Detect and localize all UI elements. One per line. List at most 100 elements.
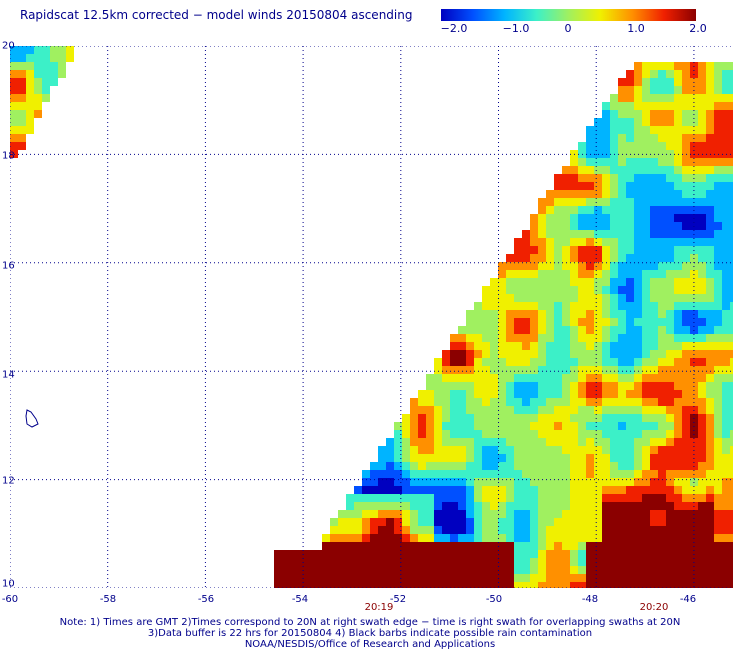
- wind-difference-cell: [538, 566, 546, 574]
- wind-difference-cell: [562, 398, 570, 406]
- wind-difference-cell: [706, 326, 714, 334]
- wind-difference-cell: [386, 574, 394, 582]
- wind-difference-cell: [698, 462, 706, 470]
- wind-difference-cell: [442, 542, 450, 550]
- wind-difference-cell: [674, 558, 682, 566]
- wind-difference-cell: [522, 406, 530, 414]
- wind-difference-cell: [658, 294, 666, 302]
- wind-difference-cell: [514, 366, 522, 374]
- wind-difference-cell: [682, 390, 690, 398]
- wind-difference-cell: [562, 190, 570, 198]
- wind-difference-cell: [666, 118, 674, 126]
- wind-difference-cell: [642, 542, 650, 550]
- wind-difference-cell: [706, 406, 714, 414]
- wind-difference-cell: [522, 534, 530, 542]
- wind-difference-cell: [626, 542, 634, 550]
- wind-difference-cell: [594, 518, 602, 526]
- wind-difference-cell: [626, 518, 634, 526]
- wind-difference-cell: [482, 494, 490, 502]
- wind-difference-cell: [402, 446, 410, 454]
- wind-difference-cell: [554, 390, 562, 398]
- wind-difference-cell: [426, 526, 434, 534]
- wind-difference-cell: [522, 262, 530, 270]
- wind-difference-cell: [498, 270, 506, 278]
- wind-difference-cell: [602, 286, 610, 294]
- wind-difference-cell: [586, 398, 594, 406]
- wind-difference-cell: [722, 526, 730, 534]
- wind-difference-cell: [594, 310, 602, 318]
- wind-difference-cell: [290, 574, 298, 582]
- wind-difference-cell: [682, 302, 690, 310]
- wind-difference-cell: [474, 558, 482, 566]
- wind-difference-cell: [674, 574, 682, 582]
- wind-difference-cell: [626, 110, 634, 118]
- wind-difference-cell: [730, 262, 733, 270]
- wind-difference-cell: [714, 374, 722, 382]
- wind-difference-cell: [450, 582, 458, 588]
- wind-difference-cell: [698, 510, 706, 518]
- wind-difference-cell: [626, 358, 634, 366]
- wind-difference-cell: [642, 126, 650, 134]
- wind-difference-cell: [546, 366, 554, 374]
- wind-difference-cell: [714, 534, 722, 542]
- wind-difference-cell: [674, 390, 682, 398]
- wind-difference-cell: [658, 486, 666, 494]
- wind-difference-cell: [730, 182, 733, 190]
- wind-difference-cell: [474, 446, 482, 454]
- wind-difference-cell: [426, 550, 434, 558]
- wind-difference-cell: [10, 54, 18, 62]
- wind-difference-cell: [530, 318, 538, 326]
- wind-difference-cell: [722, 358, 730, 366]
- wind-difference-cell: [730, 454, 733, 462]
- wind-difference-cell: [634, 62, 642, 70]
- wind-difference-cell: [674, 382, 682, 390]
- wind-difference-cell: [722, 294, 730, 302]
- wind-difference-cell: [466, 366, 474, 374]
- wind-difference-cell: [450, 502, 458, 510]
- wind-difference-cell: [466, 582, 474, 588]
- wind-difference-cell: [498, 566, 506, 574]
- wind-difference-cell: [626, 470, 634, 478]
- wind-difference-cell: [722, 238, 730, 246]
- wind-difference-cell: [530, 358, 538, 366]
- wind-difference-cell: [434, 582, 442, 588]
- wind-difference-cell: [610, 398, 618, 406]
- wind-difference-cell: [10, 102, 18, 110]
- wind-difference-cell: [530, 374, 538, 382]
- wind-difference-cell: [562, 462, 570, 470]
- wind-difference-cell: [506, 478, 514, 486]
- wind-difference-cell: [434, 398, 442, 406]
- wind-difference-cell: [554, 350, 562, 358]
- wind-difference-cell: [666, 230, 674, 238]
- wind-difference-cell: [546, 334, 554, 342]
- wind-difference-cell: [666, 94, 674, 102]
- wind-difference-cell: [682, 238, 690, 246]
- wind-difference-cell: [578, 550, 586, 558]
- wind-difference-cell: [626, 566, 634, 574]
- wind-difference-cell: [618, 214, 626, 222]
- wind-difference-cell: [626, 246, 634, 254]
- wind-difference-cell: [354, 502, 362, 510]
- wind-difference-cell: [714, 262, 722, 270]
- wind-difference-cell: [506, 254, 514, 262]
- wind-difference-cell: [434, 534, 442, 542]
- wind-difference-cell: [610, 214, 618, 222]
- wind-difference-cell: [418, 390, 426, 398]
- wind-difference-cell: [466, 574, 474, 582]
- wind-difference-cell: [634, 470, 642, 478]
- wind-difference-cell: [546, 478, 554, 486]
- wind-difference-cell: [650, 542, 658, 550]
- wind-difference-cell: [538, 318, 546, 326]
- wind-difference-cell: [634, 94, 642, 102]
- wind-difference-cell: [714, 334, 722, 342]
- wind-difference-cell: [442, 582, 450, 588]
- wind-difference-cell: [650, 166, 658, 174]
- wind-difference-cell: [682, 566, 690, 574]
- wind-difference-cell: [506, 302, 514, 310]
- wind-difference-cell: [466, 382, 474, 390]
- wind-difference-cell: [578, 494, 586, 502]
- wind-difference-cell: [674, 166, 682, 174]
- wind-difference-cell: [538, 358, 546, 366]
- wind-difference-cell: [514, 262, 522, 270]
- wind-difference-cell: [714, 70, 722, 78]
